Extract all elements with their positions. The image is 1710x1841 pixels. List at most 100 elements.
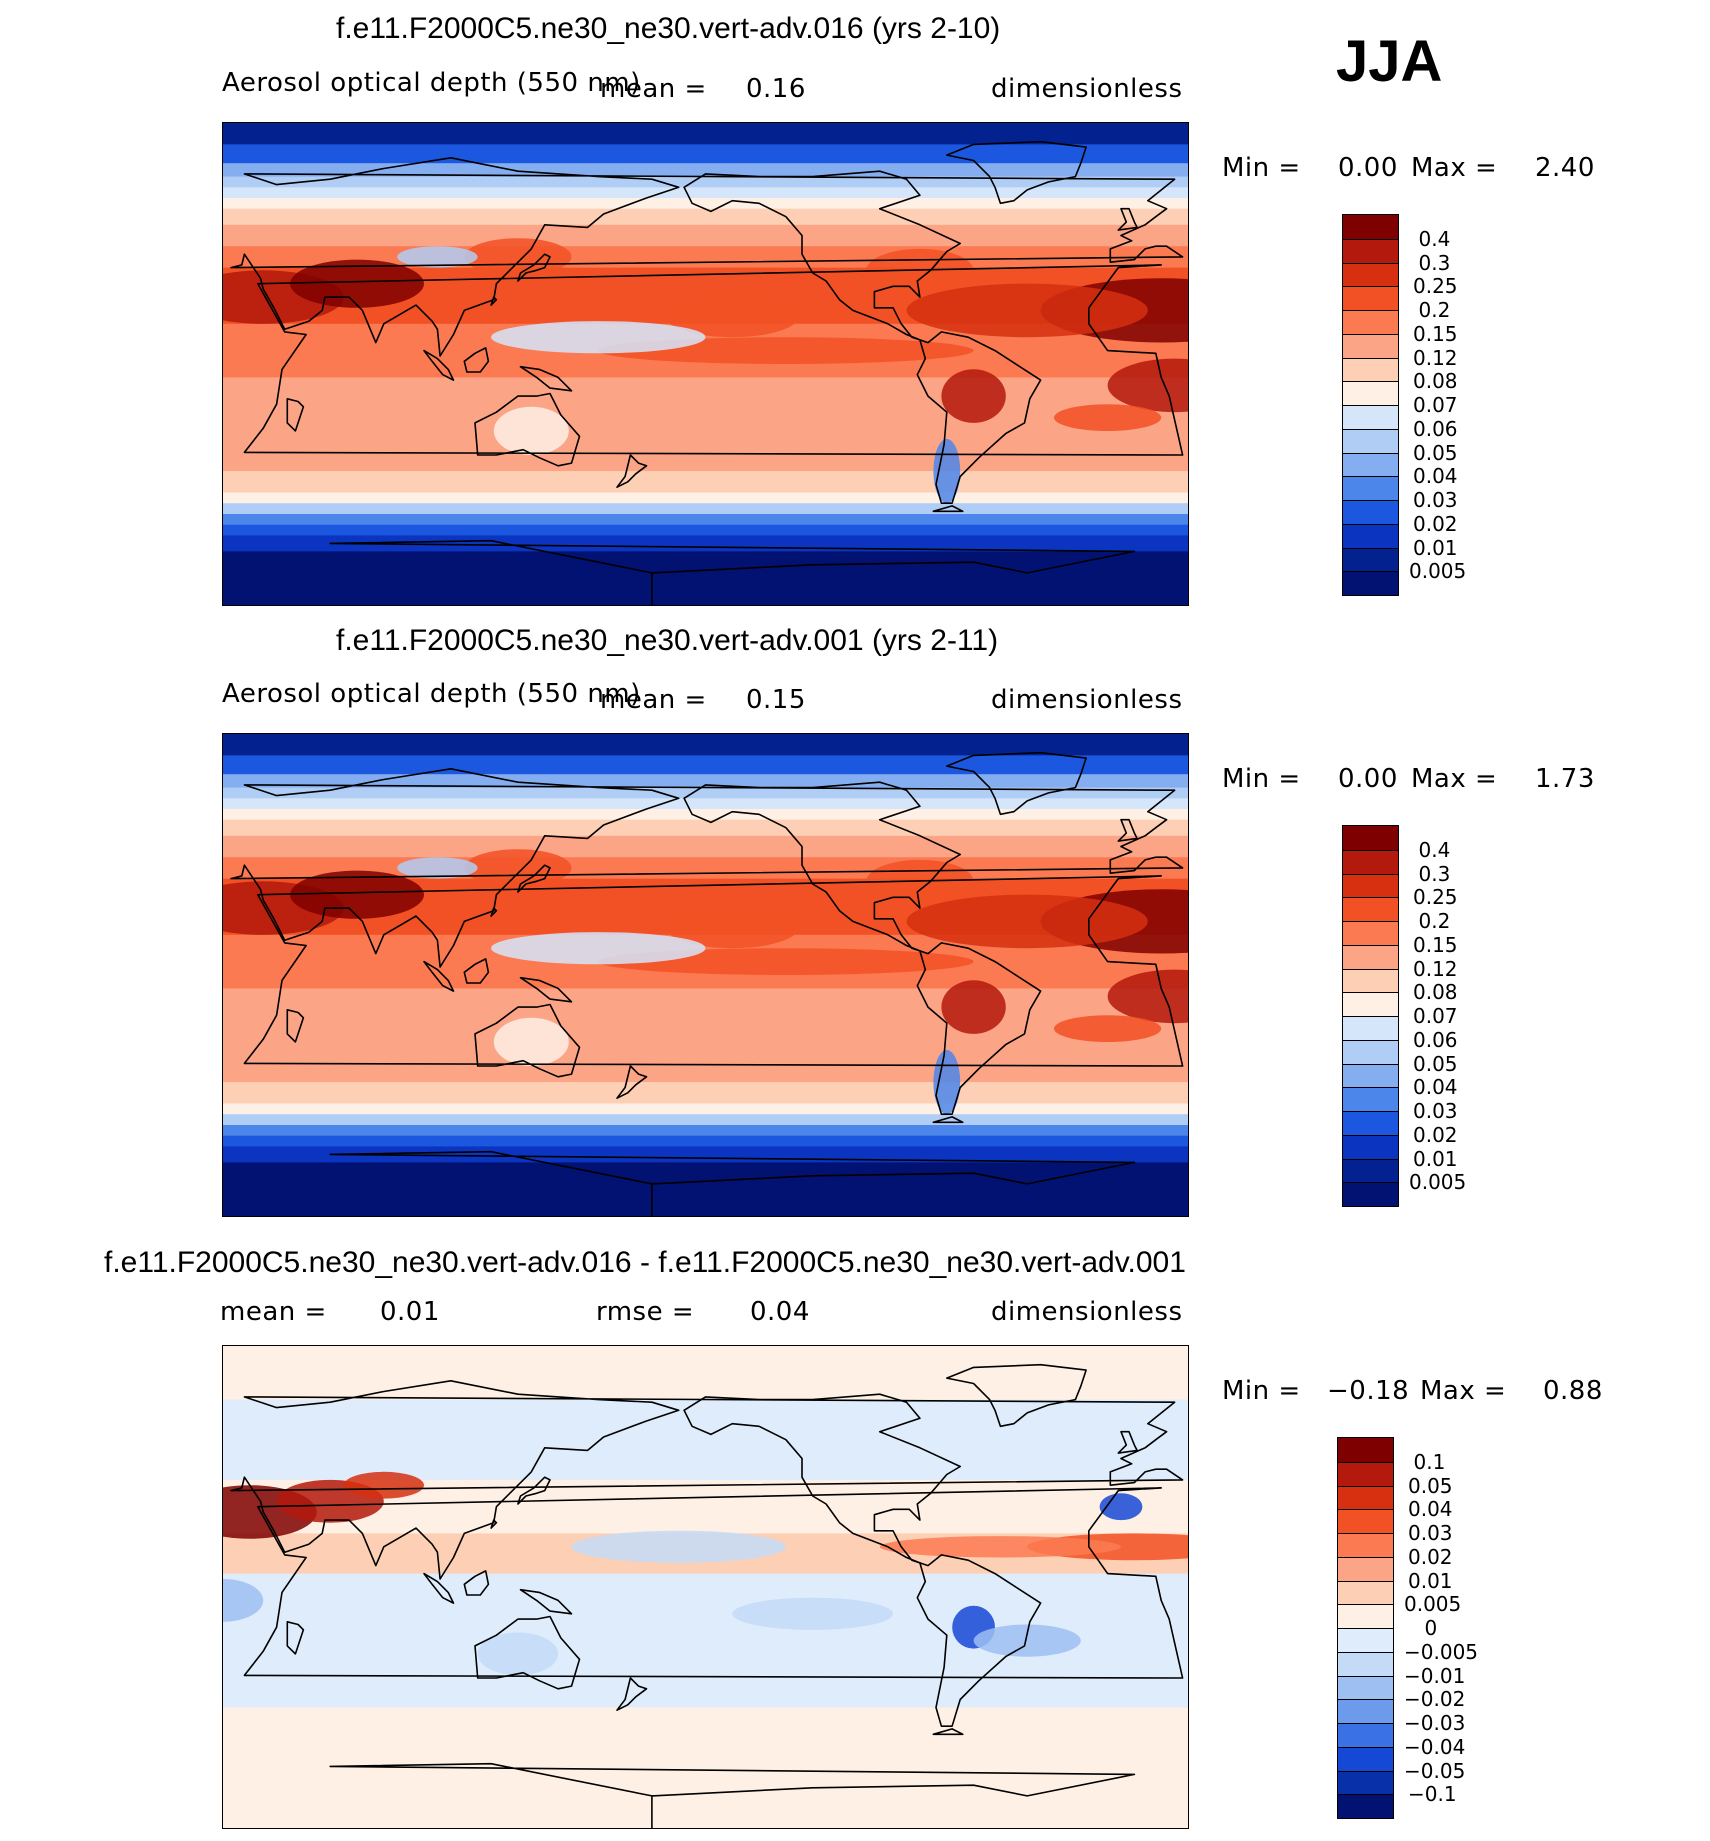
max-label: Max = <box>1411 764 1498 794</box>
colorbar-swatch <box>1343 310 1398 334</box>
colorbar-swatch <box>1338 1485 1393 1510</box>
colorbar-label: 0.005 <box>1409 559 1467 584</box>
mean-label: mean = <box>600 74 707 104</box>
colorbar-label: 0.25 <box>1413 885 1458 910</box>
colorbar-label: 0.02 <box>1413 511 1458 536</box>
colorbar-swatch <box>1343 333 1398 358</box>
colorbar-swatch <box>1343 968 1398 993</box>
coastline <box>474 1003 581 1078</box>
colorbar-label: 0.06 <box>1413 416 1458 441</box>
coastline <box>423 1572 455 1604</box>
colorbar-swatch <box>1338 1580 1393 1605</box>
mean-label: mean = <box>600 685 707 715</box>
colorbar-label: −0.05 <box>1404 1758 1466 1783</box>
min-value: 0.00 <box>1338 153 1398 183</box>
min-label: Min = <box>1222 1376 1301 1406</box>
max-value: 0.88 <box>1543 1376 1603 1406</box>
map-field <box>223 123 1188 605</box>
colorbar-label: 0.2 <box>1418 909 1451 933</box>
colorbar: 0.4 0.3 0.25 0.2 0.15 0.12 0.08 0.07 0.06 0.05 0.0… <box>1342 825 1466 1207</box>
colorbar-label: 0.3 <box>1418 861 1451 886</box>
colorbar-swatch <box>1343 849 1398 874</box>
coastline <box>1117 207 1138 231</box>
colorbar-swatch <box>1338 1651 1393 1676</box>
coastline <box>243 875 1184 1067</box>
colorbar-swatch <box>1343 215 1398 239</box>
colorbar-swatch <box>1338 1509 1393 1533</box>
coastline <box>616 1065 648 1099</box>
aod-map <box>222 733 1189 1217</box>
coastline <box>474 392 581 467</box>
coastline <box>932 505 964 513</box>
colorbar-label: −0.1 <box>1408 1782 1457 1807</box>
colorbar-swatch <box>1338 1746 1393 1771</box>
coastline <box>519 976 573 1003</box>
colorbar-label: 0.04 <box>1413 464 1458 489</box>
colorbar-swatch <box>1343 873 1398 898</box>
coastline <box>517 1476 551 1505</box>
coastline <box>230 157 1184 357</box>
coastline <box>329 1150 1136 1216</box>
max-label: Max = <box>1420 1376 1507 1406</box>
colorbar-label: 0.3 <box>1418 250 1451 275</box>
colorbar-swatch <box>1343 262 1398 287</box>
colorbar: 0.1 0.05 0.04 0.03 0.02 0.01 0.005 0 −0.005 −0.01… <box>1337 1437 1478 1819</box>
colorbar-label: 0.08 <box>1413 980 1458 1005</box>
units-label: dimensionless <box>991 1297 1183 1327</box>
min-value: −0.18 <box>1327 1376 1410 1406</box>
coastline <box>490 296 498 306</box>
colorbar-label: 0.4 <box>1418 226 1451 251</box>
colorbar-swatch <box>1343 1134 1398 1159</box>
colorbar-label: 0.2 <box>1418 298 1451 322</box>
colorbar-swatch <box>1343 523 1398 548</box>
coastline <box>946 1363 1087 1428</box>
coastline <box>230 768 1184 968</box>
colorbar-label: 0.03 <box>1408 1521 1453 1545</box>
colorbar-label: 0.01 <box>1413 1146 1458 1171</box>
colorbar-label: −0.005 <box>1404 1639 1479 1664</box>
colorbar-swatch <box>1343 405 1398 429</box>
colorbar-swatch <box>1338 1770 1393 1795</box>
coastline <box>286 1621 305 1655</box>
colorbar-swatch <box>1343 1158 1398 1183</box>
colorbar-label: 0.4 <box>1418 837 1451 862</box>
colorbar-swatch <box>1338 1604 1393 1628</box>
colorbar-label: 0.12 <box>1413 345 1458 370</box>
coastline <box>946 140 1087 205</box>
coastline <box>230 1380 1184 1580</box>
colorbar-swatch <box>1338 1723 1393 1747</box>
colorbar-swatch <box>1343 476 1398 500</box>
colorbar-label: 0.07 <box>1413 1004 1458 1028</box>
coastline <box>329 1762 1136 1828</box>
rmse-value: 0.04 <box>750 1297 810 1327</box>
colorbar-label: 0.05 <box>1413 1051 1458 1076</box>
coastline <box>1117 818 1138 842</box>
colorbar-swatch <box>1343 1111 1398 1135</box>
colorbar-label: 0.03 <box>1413 488 1458 512</box>
coastline <box>916 1554 1042 1727</box>
colorbar-swatch <box>1343 547 1398 572</box>
colorbar-label: 0.02 <box>1408 1544 1453 1569</box>
coastline <box>683 1393 961 1564</box>
colorbar-label: 0.03 <box>1413 1099 1458 1123</box>
panel-title: f.e11.F2000C5.ne30_ne30.vert-adv.001 (yr… <box>336 624 999 657</box>
coastline <box>329 539 1136 605</box>
colorbar-swatch <box>1338 1556 1393 1581</box>
mean-value: 0.16 <box>746 74 806 104</box>
colorbar-swatch <box>1343 1039 1398 1064</box>
colorbar-swatch <box>1343 826 1398 850</box>
colorbar-label: 0.04 <box>1413 1075 1458 1100</box>
coastline <box>243 1487 1184 1679</box>
colorbar-label: −0.02 <box>1404 1687 1466 1712</box>
coastline <box>286 1009 305 1043</box>
colorbar-label: −0.04 <box>1404 1734 1466 1759</box>
coastline <box>286 398 305 432</box>
coastline <box>616 454 648 488</box>
colorbar-swatch <box>1343 992 1398 1016</box>
units-label: dimensionless <box>991 685 1183 715</box>
colorbar-swatch <box>1343 286 1398 310</box>
coastline <box>463 347 490 373</box>
colorbar-label: 0.01 <box>1408 1568 1453 1593</box>
variable-label: Aerosol optical depth (550 nm) <box>222 679 641 709</box>
panel-title: f.e11.F2000C5.ne30_ne30.vert-adv.016 (yr… <box>336 12 1001 45</box>
